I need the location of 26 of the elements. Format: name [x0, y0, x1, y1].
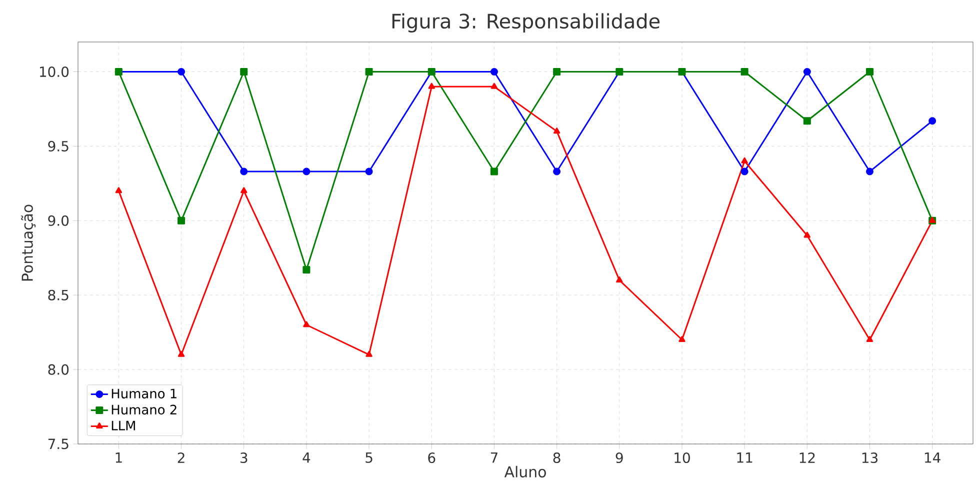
x-tick-label: 14 [924, 452, 940, 463]
x-tick-label: 1 [116, 452, 122, 463]
x-axis-title: Aluno [504, 466, 546, 478]
legend-label: Humano 1 [112, 388, 176, 398]
x-tick-label: 13 [862, 452, 878, 464]
y-tick-label: 9.0 [48, 215, 69, 226]
x-tick-label: 8 [553, 452, 560, 464]
y-tick-label: 10.0 [40, 66, 69, 78]
y-tick-label: 9.5 [48, 140, 68, 152]
x-tick-label: 7 [490, 452, 498, 463]
x-tick-label: 5 [366, 452, 372, 463]
x-tick-label: 12 [800, 452, 815, 463]
x-tick-label: 2 [178, 452, 184, 463]
x-tick-label: 11 [737, 452, 752, 463]
y-tick-label: 8.0 [48, 364, 69, 375]
x-tick-label: 10 [674, 452, 690, 464]
x-tick-label: 6 [428, 452, 436, 464]
y-tick-label: 7.5 [48, 438, 68, 450]
y-tick-label: 8.5 [48, 290, 68, 300]
y-axis-title: Pontuação [21, 204, 36, 281]
x-tick-label: 9 [616, 452, 623, 464]
x-tick-label: 3 [240, 452, 248, 464]
legend-label: Humano 2 [112, 404, 176, 415]
legend-label: LLM [112, 420, 135, 430]
x-tick-label: 4 [302, 452, 310, 463]
chart-title: Figura 3: Responsabilidade [392, 13, 660, 32]
